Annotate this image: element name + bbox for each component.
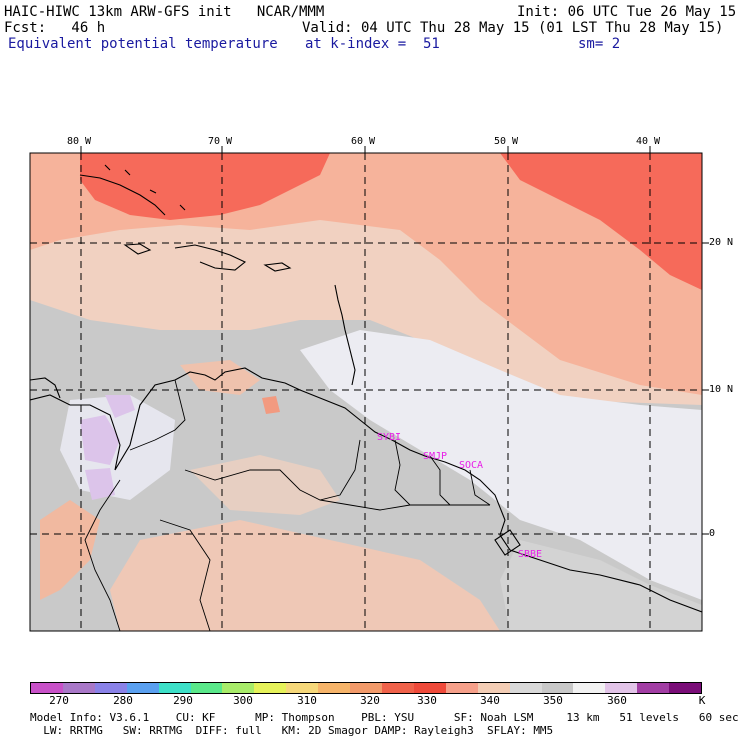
theta-e-hot-region-ne (500, 153, 702, 290)
border-suriname-french-guiana (429, 455, 451, 506)
country-borders (84, 379, 491, 631)
lon-label: 40 W (636, 136, 661, 147)
colorbar-tick-label: 270 (49, 694, 69, 707)
colorbar-swatch (286, 683, 319, 693)
border-french-guiana-brazil (469, 469, 491, 506)
station-label: SYBI (377, 432, 402, 443)
colorbar-swatch (637, 683, 670, 693)
axis-ticks (80, 146, 709, 535)
colorbar-tick-label: 330 (417, 694, 437, 707)
lon-label: 80 W (67, 136, 92, 147)
field-name: Equivalent potential temperature (8, 36, 278, 52)
coastline-south-america (30, 367, 702, 613)
border-brazil-south (319, 499, 490, 511)
theta-e-hot-patch-small (262, 396, 280, 414)
lon-label: 50 W (494, 136, 519, 147)
lon-label: 70 W (208, 136, 233, 147)
border-venezuela-brazil (184, 439, 361, 501)
colorbar-swatch (509, 683, 542, 693)
coastline-layer (30, 164, 702, 613)
colorbar-swatch (413, 683, 446, 693)
coastline-lesser-antilles (334, 284, 356, 386)
model-title: HAIC-HIWC 13km ARW-GFS init NCAR/MMM (4, 4, 325, 20)
colorbar-swatch (445, 683, 478, 693)
colorbar-swatch (669, 683, 702, 693)
colorbar (30, 682, 702, 694)
colorbar-tick-label: 360 (607, 694, 627, 707)
coastline-puerto-rico (263, 262, 292, 272)
lat-label: 0 (709, 528, 716, 539)
border-andes-south (84, 479, 121, 631)
theta-e-purple-patch-1 (80, 415, 120, 465)
colorbar-swatch (541, 683, 574, 693)
border-guyana-suriname (394, 439, 411, 506)
theta-e-gray-region-se (500, 540, 702, 631)
colorbar-swatch (350, 683, 382, 693)
theta-e-warm-patch-south (110, 520, 500, 631)
colorbar-swatch (477, 683, 510, 693)
colorbar-swatch (190, 683, 223, 693)
theta-e-warm-patch-andes (40, 500, 100, 600)
station-label: SOCA (459, 460, 484, 471)
theta-e-purple-patch-3 (85, 468, 115, 500)
colorbar-swatch (94, 683, 127, 693)
forecast-hour: Fcst: 46 h (4, 20, 106, 36)
border-colombia-venezuela (129, 379, 186, 451)
colorbar-tick-label: 350 (543, 694, 563, 707)
colorbar-unit: K (698, 694, 706, 707)
valid-time: Valid: 04 UTC Thu 28 May 15 (01 LST Thu … (302, 20, 724, 36)
colorbar-swatch (62, 683, 95, 693)
init-time: Init: 06 UTC Tue 26 May 15 (517, 4, 737, 20)
coastline-cuba (79, 174, 166, 216)
lat-lon-grid (30, 153, 702, 631)
colorbar-tick-label: 290 (173, 694, 193, 707)
colorbar-swatch (31, 683, 63, 693)
colorbar-tick-label: 280 (113, 694, 133, 707)
theta-e-warm-patch-central (190, 455, 340, 515)
colorbar-swatch (158, 683, 191, 693)
lat-label: 20 N (709, 237, 734, 248)
coastline-amazon-delta (494, 529, 521, 556)
colorbar-tick-label: 310 (297, 694, 317, 707)
coastline-hispaniola (174, 244, 247, 271)
map-frame (29, 152, 703, 632)
theta-e-cool-region (300, 330, 702, 600)
coastline-jamaica (123, 243, 152, 255)
station-label: SMJP (423, 451, 448, 462)
smoothing-info: sm= 2 (578, 36, 621, 52)
colorbar-swatch (381, 683, 414, 693)
coastline-bahamas (104, 164, 186, 211)
theta-e-hot-region-nw (80, 153, 330, 220)
colorbar-swatch (222, 683, 255, 693)
model-info-line1: Model Info: V3.6.1 CU: KF MP: Thompson P… (30, 711, 739, 724)
colorbar-swatch (318, 683, 351, 693)
colorbar-swatch (573, 683, 606, 693)
lon-label: 60 W (351, 136, 376, 147)
border-interior-south (159, 519, 211, 631)
station-label: SBBE (518, 549, 543, 560)
colorbar-tick-label: 300 (233, 694, 253, 707)
colorbar-tick-label: 320 (360, 694, 380, 707)
colorbar-swatch (605, 683, 638, 693)
model-info-line2: LW: RRTMG SW: RRTMG DIFF: full KM: 2D Sm… (30, 724, 554, 737)
theta-e-purple-patch-2 (105, 395, 135, 418)
lat-label: 10 N (709, 384, 734, 395)
level-info: at k-index = 51 (305, 36, 440, 52)
colorbar-tick-label: 340 (480, 694, 500, 707)
colorbar-swatch (126, 683, 159, 693)
colorbar-swatch (254, 683, 287, 693)
coastline-central-america (30, 377, 61, 399)
